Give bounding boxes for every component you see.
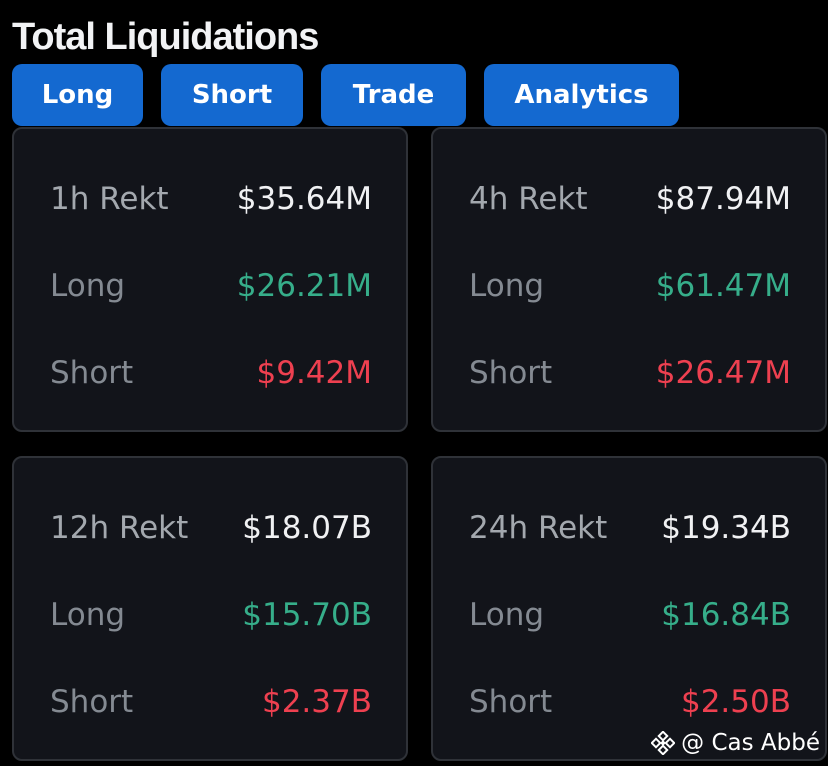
- binance-logo-icon: [650, 730, 676, 756]
- period-label: 4h Rekt: [469, 181, 588, 217]
- period-label: 12h Rekt: [50, 510, 189, 546]
- short-value: $26.47M: [655, 355, 791, 391]
- short-label: Short: [469, 355, 553, 391]
- stats-row-long: Long $16.84B: [469, 595, 791, 635]
- stats-row-short: Short $26.47M: [469, 353, 791, 393]
- long-value: $15.70B: [242, 597, 372, 633]
- stats-row-short: Short $2.37B: [50, 682, 372, 722]
- stats-card-12h: 12h Rekt $18.07B Long $15.70B Short $2.3…: [12, 456, 408, 761]
- short-label: Short: [469, 684, 553, 720]
- short-value: $2.37B: [261, 684, 372, 720]
- tab-analytics[interactable]: Analytics: [484, 64, 679, 126]
- stats-row-long: Long $15.70B: [50, 595, 372, 635]
- short-label: Short: [50, 684, 134, 720]
- stats-row-short: Short $9.42M: [50, 353, 372, 393]
- long-value: $26.21M: [236, 268, 372, 304]
- stats-card-24h: 24h Rekt $19.34B Long $16.84B Short $2.5…: [431, 456, 827, 761]
- stats-row-total: 4h Rekt $87.94M: [469, 179, 791, 219]
- watermark: @ Cas Abbé: [650, 730, 820, 756]
- total-value: $19.34B: [661, 510, 791, 546]
- short-value: $2.50B: [680, 684, 791, 720]
- short-label: Short: [50, 355, 134, 391]
- long-label: Long: [50, 597, 126, 633]
- stats-row-total: 24h Rekt $19.34B: [469, 508, 791, 548]
- watermark-text: @ Cas Abbé: [681, 730, 820, 756]
- stats-row-long: Long $61.47M: [469, 266, 791, 306]
- long-label: Long: [469, 597, 545, 633]
- tab-short[interactable]: Short: [161, 64, 303, 126]
- total-value: $35.64M: [236, 181, 372, 217]
- total-value: $87.94M: [655, 181, 791, 217]
- period-label: 24h Rekt: [469, 510, 608, 546]
- tab-trade[interactable]: Trade: [321, 64, 466, 126]
- stats-row-total: 12h Rekt $18.07B: [50, 508, 372, 548]
- stats-row-long: Long $26.21M: [50, 266, 372, 306]
- long-label: Long: [50, 268, 126, 304]
- short-value: $9.42M: [256, 355, 373, 391]
- tab-long[interactable]: Long: [12, 64, 143, 126]
- stats-card-1h: 1h Rekt $35.64M Long $26.21M Short $9.42…: [12, 127, 408, 432]
- stats-row-short: Short $2.50B: [469, 682, 791, 722]
- stats-card-4h: 4h Rekt $87.94M Long $61.47M Short $26.4…: [431, 127, 827, 432]
- long-value: $61.47M: [655, 268, 791, 304]
- page-title: Total Liquidations: [12, 16, 319, 58]
- long-label: Long: [469, 268, 545, 304]
- stats-row-total: 1h Rekt $35.64M: [50, 179, 372, 219]
- total-value: $18.07B: [242, 510, 372, 546]
- period-label: 1h Rekt: [50, 181, 169, 217]
- long-value: $16.84B: [661, 597, 791, 633]
